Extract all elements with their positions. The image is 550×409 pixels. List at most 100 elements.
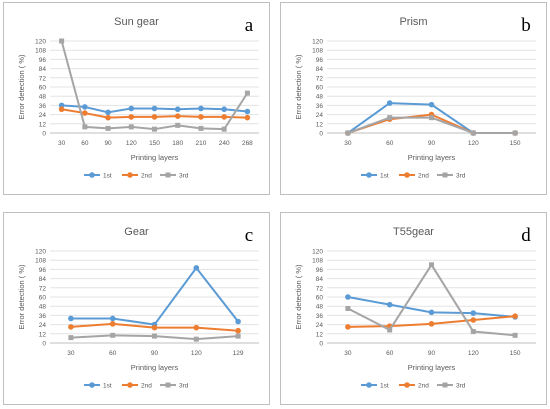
chart-1-x-tick-label: 90	[428, 140, 436, 147]
chart-3-data-point-2nd	[345, 324, 351, 330]
chart-1-legend-marker-1st	[366, 172, 372, 178]
chart-0-y-tick-label: 72	[39, 75, 47, 82]
chart-2-x-axis-label: Printing layers	[131, 363, 179, 372]
chart-1-y-tick-label: 0	[319, 131, 323, 138]
chart-3-data-point-3rd	[387, 327, 393, 333]
chart-3-y-tick-label: 84	[316, 276, 324, 283]
chart-0-x-tick-label: 90	[104, 140, 112, 147]
chart-3-data-point-2nd	[470, 317, 477, 323]
chart-3-data-point-2nd	[512, 313, 518, 319]
chart-3-y-tick-label: 48	[316, 304, 324, 311]
chart-3-y-tick-label: 96	[316, 267, 324, 274]
chart-0-y-tick-label: 84	[39, 66, 47, 73]
chart-0-y-tick-label: 108	[35, 48, 46, 55]
chart-2-legend-marker-2nd	[127, 382, 133, 388]
chart-2-legend-label-1st: 1st	[103, 383, 112, 390]
chart-3-x-tick-label: 60	[386, 350, 394, 357]
chart-2-data-point-2nd	[109, 321, 116, 327]
chart-svg: 0 12 24 36 48 60 72 84 96 108 120 30 60 90 120 129 Gear c…	[17, 225, 259, 390]
chart-svg: 0 12 24 36 48 60 72 84 96 108 120 30 60 90 120 150 T55ge…	[294, 225, 536, 390]
chart-0-data-point-3rd	[82, 124, 88, 130]
chart-1-data-point-1st	[428, 101, 435, 108]
chart-0-data-point-3rd	[198, 125, 204, 131]
chart-2-data-point-3rd	[193, 336, 199, 342]
chart-0-x-tick-label: 30	[58, 140, 66, 147]
chart-1-y-tick-label: 96	[316, 57, 324, 64]
chart-1-legend-marker-2nd	[404, 172, 410, 178]
chart-0-x-axis-label: Printing layers	[131, 153, 179, 162]
chart-0-data-point-2nd	[151, 114, 158, 120]
chart-0-x-tick-label: 150	[149, 140, 160, 147]
chart-0-data-point-1st	[105, 109, 111, 116]
chart-panel-sun-gear: 0 12 24 36 48 60 72 84 96 108 120 30 60 90 120 150 180 21…	[3, 2, 270, 195]
chart-1-data-point-3rd	[429, 115, 434, 121]
chart-1-title: Prism	[399, 16, 427, 28]
chart-0-data-point-3rd	[128, 124, 134, 130]
chart-2-y-tick-label: 0	[42, 341, 46, 348]
chart-0-panel-letter: a	[245, 15, 254, 36]
chart-0-data-point-1st	[174, 106, 181, 113]
chart-2-legend-label-2nd: 2nd	[141, 383, 152, 390]
chart-3-data-point-2nd	[428, 321, 435, 327]
chart-2-y-tick-label: 12	[39, 331, 47, 338]
chart-2-x-tick-label: 30	[67, 350, 75, 357]
chart-3-y-tick-label: 120	[312, 249, 323, 256]
chart-1-y-tick-label: 108	[312, 48, 323, 55]
chart-0-data-point-3rd	[152, 126, 157, 132]
chart-0-legend-label-1st: 1st	[103, 173, 112, 180]
chart-0-data-point-2nd	[58, 106, 65, 113]
chart-1-legend-label-3rd: 3rd	[456, 173, 466, 180]
chart-2-x-tick-label: 90	[151, 350, 159, 357]
chart-1-y-tick-label: 84	[316, 66, 324, 73]
chart-2-data-point-1st	[68, 315, 74, 322]
chart-0-data-point-3rd	[105, 125, 111, 131]
chart-2-data-point-3rd	[235, 333, 241, 339]
chart-0-y-tick-label: 120	[35, 39, 46, 46]
chart-3-x-tick-label: 150	[510, 350, 521, 357]
chart-3-legend-marker-1st	[366, 382, 372, 388]
chart-0-y-tick-label: 48	[39, 94, 47, 101]
chart-1-x-tick-label: 60	[386, 140, 394, 147]
chart-2-data-point-1st	[193, 265, 200, 271]
chart-1-data-point-3rd	[512, 130, 518, 136]
chart-0-data-point-3rd	[59, 38, 65, 44]
chart-0-legend-marker-3rd	[165, 172, 171, 178]
chart-0-title: Sun gear	[114, 16, 159, 28]
chart-2-data-point-3rd	[152, 333, 157, 339]
chart-0-y-tick-label: 12	[39, 121, 47, 128]
chart-1-y-tick-label: 36	[316, 103, 324, 110]
chart-0-legend-label-2nd: 2nd	[141, 173, 152, 180]
chart-0-y-tick-label: 60	[39, 85, 47, 92]
chart-svg: 0 12 24 36 48 60 72 84 96 108 120 30 60 90 120 150 180 21…	[17, 15, 259, 180]
chart-0-data-point-1st	[58, 102, 65, 109]
chart-0-data-point-2nd	[244, 114, 251, 121]
chart-3-legend-marker-2nd	[404, 382, 410, 388]
chart-2-y-tick-label: 36	[39, 313, 47, 320]
chart-0-data-point-1st	[198, 105, 204, 112]
chart-2-y-axis-label: Error detection ( %)	[17, 264, 26, 330]
chart-0-data-point-1st	[221, 106, 227, 113]
chart-0-x-tick-label: 60	[81, 140, 89, 147]
chart-3-y-tick-label: 36	[316, 313, 324, 320]
chart-3-data-point-3rd	[470, 329, 476, 334]
chart-1-data-point-3rd	[387, 115, 393, 121]
chart-0-data-point-1st	[244, 108, 251, 115]
chart-0-data-point-2nd	[128, 114, 135, 120]
chart-3-data-point-3rd	[345, 306, 351, 311]
chart-2-data-point-2nd	[193, 324, 200, 331]
chart-1-y-tick-label: 48	[316, 94, 324, 101]
chart-2-data-point-3rd	[110, 332, 116, 338]
chart-0-data-point-3rd	[175, 122, 181, 128]
chart-0-x-tick-label: 268	[242, 140, 253, 147]
chart-1-x-tick-label: 30	[344, 140, 352, 147]
chart-3-data-point-3rd	[512, 332, 518, 338]
chart-3-legend-label-3rd: 3rd	[456, 383, 466, 390]
chart-0-y-tick-label: 24	[39, 112, 47, 119]
chart-2-y-tick-label: 84	[39, 276, 47, 283]
chart-1-data-point-3rd	[345, 130, 351, 136]
chart-3-x-axis-label: Printing layers	[408, 363, 456, 372]
chart-3-data-point-1st	[428, 309, 435, 316]
chart-0-data-point-1st	[151, 105, 158, 112]
chart-1-x-axis-label: Printing layers	[408, 153, 456, 162]
chart-1-y-tick-label: 12	[316, 121, 324, 128]
